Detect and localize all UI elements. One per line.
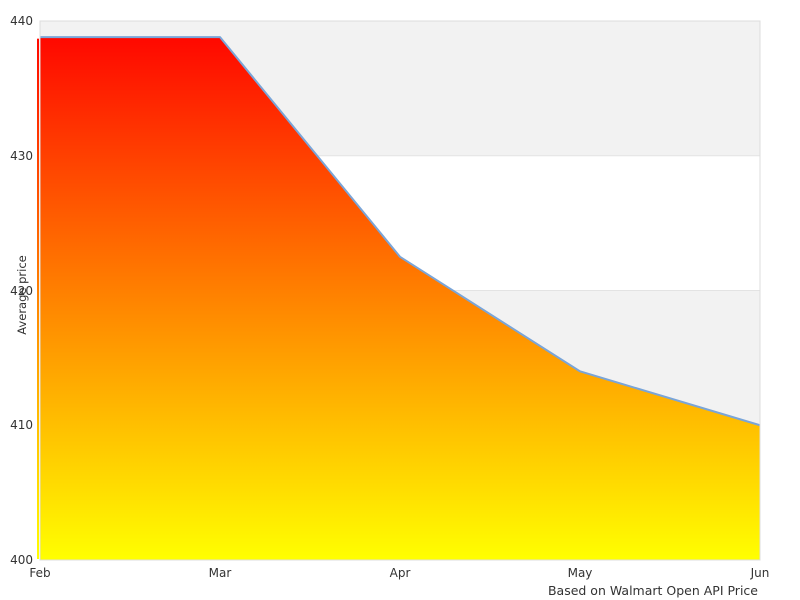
x-tick-label: Apr	[389, 566, 411, 580]
y-tick-label: 430	[10, 148, 33, 163]
area-fill	[40, 37, 760, 561]
y-tick-label: 420	[10, 283, 33, 298]
plot-border	[39, 20, 761, 561]
x-tick-label: May	[567, 566, 593, 580]
x-tick-label: Feb	[29, 566, 51, 580]
y-tick-label: 400	[10, 553, 33, 567]
area-left-edge-artifact	[37, 38, 39, 560]
y-tick-label: 410	[10, 418, 33, 433]
x-tick-label: Mar	[208, 566, 232, 580]
x-tick-label: Jun	[750, 566, 770, 580]
series-line	[40, 36, 761, 427]
chart-caption: Based on Walmart Open API Price	[547, 583, 758, 598]
y-tick-label: 440	[10, 14, 33, 28]
